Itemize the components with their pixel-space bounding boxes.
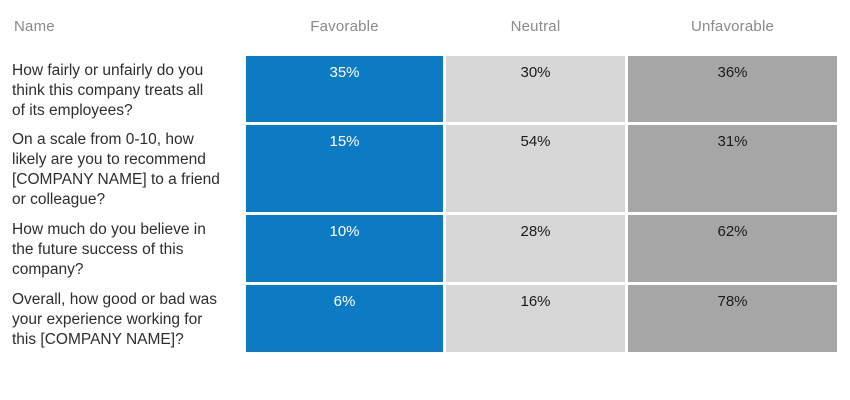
unfavorable-cell: 36% — [628, 56, 837, 122]
column-header-favorable: Favorable — [310, 18, 379, 35]
neutral-cell: 16% — [446, 285, 625, 352]
column-header-name: Name — [14, 18, 55, 35]
question-label: How fairly or unfairly do you think this… — [12, 62, 204, 119]
neutral-cell: 30% — [446, 56, 625, 122]
unfavorable-cell: 31% — [628, 125, 837, 212]
favorable-cell: 35% — [246, 56, 443, 122]
column-header-neutral: Neutral — [510, 18, 561, 35]
favorable-cell: 10% — [246, 215, 443, 282]
question-label: Overall, how good or bad was your experi… — [12, 291, 218, 348]
unfavorable-cell: 78% — [628, 285, 837, 352]
neutral-cell: 28% — [446, 215, 625, 282]
question-label: On a scale from 0-10, how likely are you… — [12, 131, 220, 208]
question-label: How much do you believe in the future su… — [12, 221, 206, 278]
column-header-unfavorable: Unfavorable — [690, 18, 775, 35]
unfavorable-cell: 62% — [628, 215, 837, 282]
survey-results-table: Name Favorable Neutral Unfavorable How f… — [12, 18, 837, 352]
favorable-cell: 15% — [246, 125, 443, 212]
favorable-cell: 6% — [246, 285, 443, 352]
neutral-cell: 54% — [446, 125, 625, 212]
